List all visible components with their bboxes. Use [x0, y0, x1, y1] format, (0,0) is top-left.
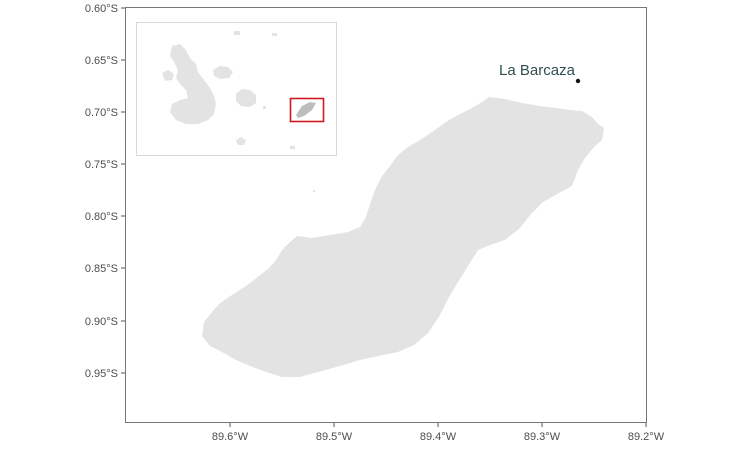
x-axis: 89.6°W 89.5°W 89.4°W 89.3°W 89.2°W [212, 423, 665, 443]
inset-island [234, 31, 240, 35]
y-tick-label: 0.60°S [85, 3, 118, 15]
x-tick-label: 89.5°W [316, 431, 353, 443]
island-landmass [202, 97, 604, 377]
islet [313, 190, 315, 192]
y-tick-label: 0.85°S [85, 263, 118, 275]
y-tick-label: 0.90°S [85, 316, 118, 328]
inset-map-frame [136, 22, 337, 156]
inset-island [236, 137, 246, 145]
y-tick-label: 0.65°S [85, 55, 118, 67]
inset-island [290, 146, 295, 149]
inset-highlight-box [289, 97, 325, 123]
inset-island [236, 89, 256, 107]
map-panel-border [125, 7, 647, 423]
inset-map [136, 22, 337, 156]
y-tick-label: 0.75°S [85, 159, 118, 171]
x-tick-label: 89.2°W [628, 431, 665, 443]
inset-island [213, 66, 233, 79]
y-tick-label: 0.80°S [85, 211, 118, 223]
y-axis: 0.60°S 0.65°S 0.70°S 0.75°S 0.80°S 0.85°… [85, 3, 125, 380]
y-tick-label: 0.70°S [85, 107, 118, 119]
place-point [575, 78, 581, 84]
x-tick-label: 89.4°W [420, 431, 457, 443]
inset-island [170, 44, 216, 124]
place-label: La Barcaza [499, 62, 576, 79]
y-tick-label: 0.95°S [85, 368, 118, 380]
x-tick-label: 89.3°W [524, 431, 561, 443]
inset-target-island [296, 102, 316, 118]
x-tick-label: 89.6°W [212, 431, 249, 443]
inset-island [162, 70, 174, 81]
inset-island [272, 33, 277, 36]
inset-island [263, 106, 266, 109]
